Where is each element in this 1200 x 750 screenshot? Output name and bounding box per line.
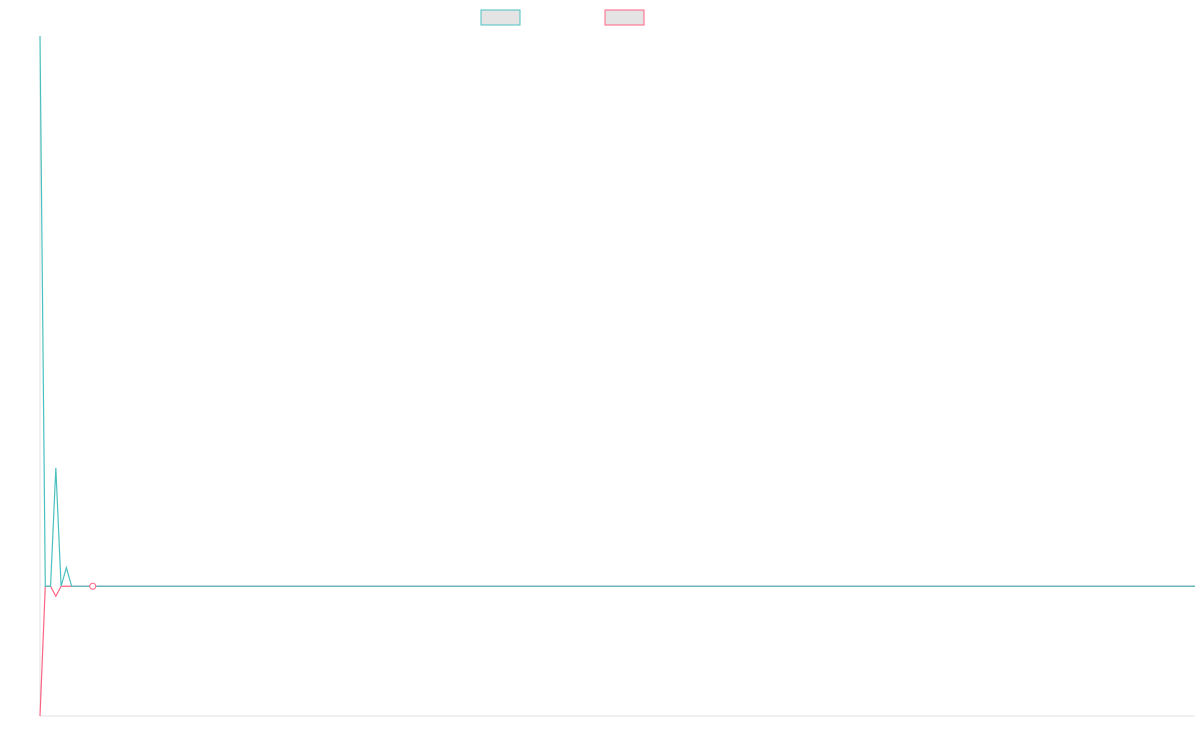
data-point-marker[interactable] bbox=[89, 582, 97, 590]
series-line-1 bbox=[39, 35, 1195, 587]
legend-swatch-2[interactable] bbox=[604, 9, 645, 26]
legend-swatch-1[interactable] bbox=[480, 9, 521, 26]
series-line-2 bbox=[39, 585, 1195, 717]
